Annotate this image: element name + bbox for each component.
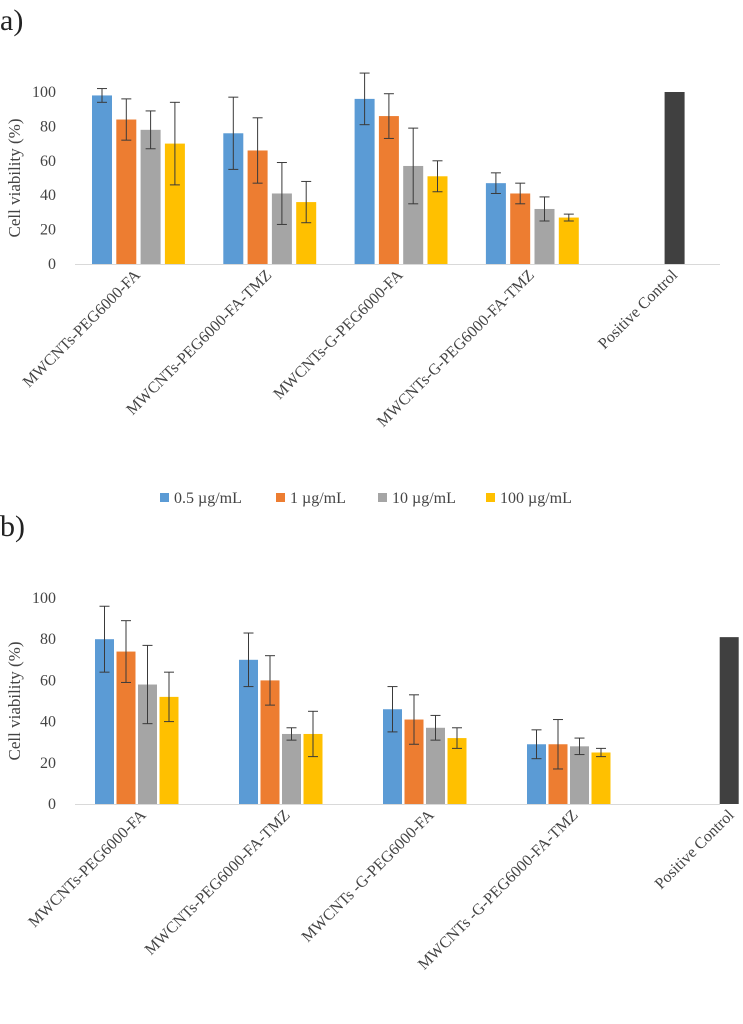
bar-positive-control xyxy=(719,637,739,804)
y-tick-label: 40 xyxy=(40,714,56,731)
y-tick-label: 100 xyxy=(32,84,56,101)
bar xyxy=(247,150,268,264)
bar xyxy=(534,208,555,264)
bar xyxy=(558,217,579,264)
y-tick-label: 20 xyxy=(40,222,56,239)
bar xyxy=(527,744,546,804)
bar xyxy=(570,746,589,804)
bar xyxy=(271,193,292,264)
legend-swatch xyxy=(486,493,495,502)
legend-swatch xyxy=(160,493,169,502)
bar xyxy=(404,719,424,804)
bar xyxy=(92,95,112,264)
chart-panel-b: b) Cell viability (%) 0 20 40 60 80 100 MWCNTs-P… xyxy=(0,510,739,973)
panel-label: a) xyxy=(0,4,23,37)
bar xyxy=(95,639,114,804)
x-category-label: MWCNTs-PEG6000-FA-TMZ xyxy=(142,807,294,959)
x-category-label: MWCNTs-G-PEG6000-FA-TMZ xyxy=(374,267,538,431)
bar xyxy=(159,696,179,804)
bar xyxy=(548,744,568,804)
x-category-label: MWCNTs -G-PEG6000-FA xyxy=(299,806,438,945)
y-tick-label: 100 xyxy=(32,590,56,607)
y-axis-label: Cell viability (%) xyxy=(5,119,24,238)
bar xyxy=(426,727,445,804)
y-tick-label: 0 xyxy=(48,796,56,813)
y-tick-label: 80 xyxy=(40,631,56,648)
bar xyxy=(354,98,375,264)
y-tick-label: 20 xyxy=(40,755,56,772)
y-tick-label: 60 xyxy=(40,153,56,170)
bar xyxy=(116,651,136,804)
bar xyxy=(260,680,280,804)
x-category-label: Positive Control xyxy=(595,266,681,352)
legend-label: 10 µg/mL xyxy=(392,490,456,507)
y-tick-label: 80 xyxy=(40,118,56,135)
chart-panel-a: a) Cell viability (%) 0 20 40 60 80 100 MWCNTs-P… xyxy=(0,4,720,431)
bar xyxy=(116,119,137,265)
bar xyxy=(485,183,506,264)
bar xyxy=(296,202,317,264)
bar xyxy=(138,684,157,804)
x-category-label: MWCNTs -G-PEG6000-FA-TMZ xyxy=(415,807,582,974)
legend: 0.5 µg/mL 1 µg/mL 10 µg/mL 100 µg/mL xyxy=(160,490,572,507)
panel-label: b) xyxy=(0,510,25,543)
y-tick-label: 0 xyxy=(48,256,56,273)
bar xyxy=(383,709,402,804)
x-category-label: Positive Control xyxy=(652,806,738,892)
bar xyxy=(510,193,531,264)
bar xyxy=(378,116,399,264)
x-category-label: MWCNTs-PEG6000-FA xyxy=(25,806,149,930)
legend-label: 100 µg/mL xyxy=(500,490,572,507)
y-tick-label: 60 xyxy=(40,672,56,689)
bar xyxy=(223,133,244,264)
legend-label: 0.5 µg/mL xyxy=(174,490,242,507)
bar xyxy=(140,129,161,264)
legend-swatch xyxy=(378,493,387,502)
x-category-label: MWCNTs-PEG6000-FA-TMZ xyxy=(123,267,275,419)
bar xyxy=(447,738,467,804)
bar xyxy=(403,165,424,264)
x-category-label: MWCNTs-PEG6000-FA xyxy=(20,266,144,390)
x-category-label: MWCNTs-G-PEG6000-FA xyxy=(270,266,406,402)
bar xyxy=(427,176,448,264)
bar xyxy=(303,733,323,804)
y-tick-label: 40 xyxy=(40,187,56,204)
y-axis-label: Cell viability (%) xyxy=(5,642,24,761)
bar-positive-control xyxy=(664,92,685,264)
bar xyxy=(239,659,258,804)
legend-swatch xyxy=(276,493,285,502)
bar xyxy=(282,733,301,804)
bar xyxy=(164,143,185,264)
bar xyxy=(591,752,611,804)
legend-label: 1 µg/mL xyxy=(290,490,346,507)
